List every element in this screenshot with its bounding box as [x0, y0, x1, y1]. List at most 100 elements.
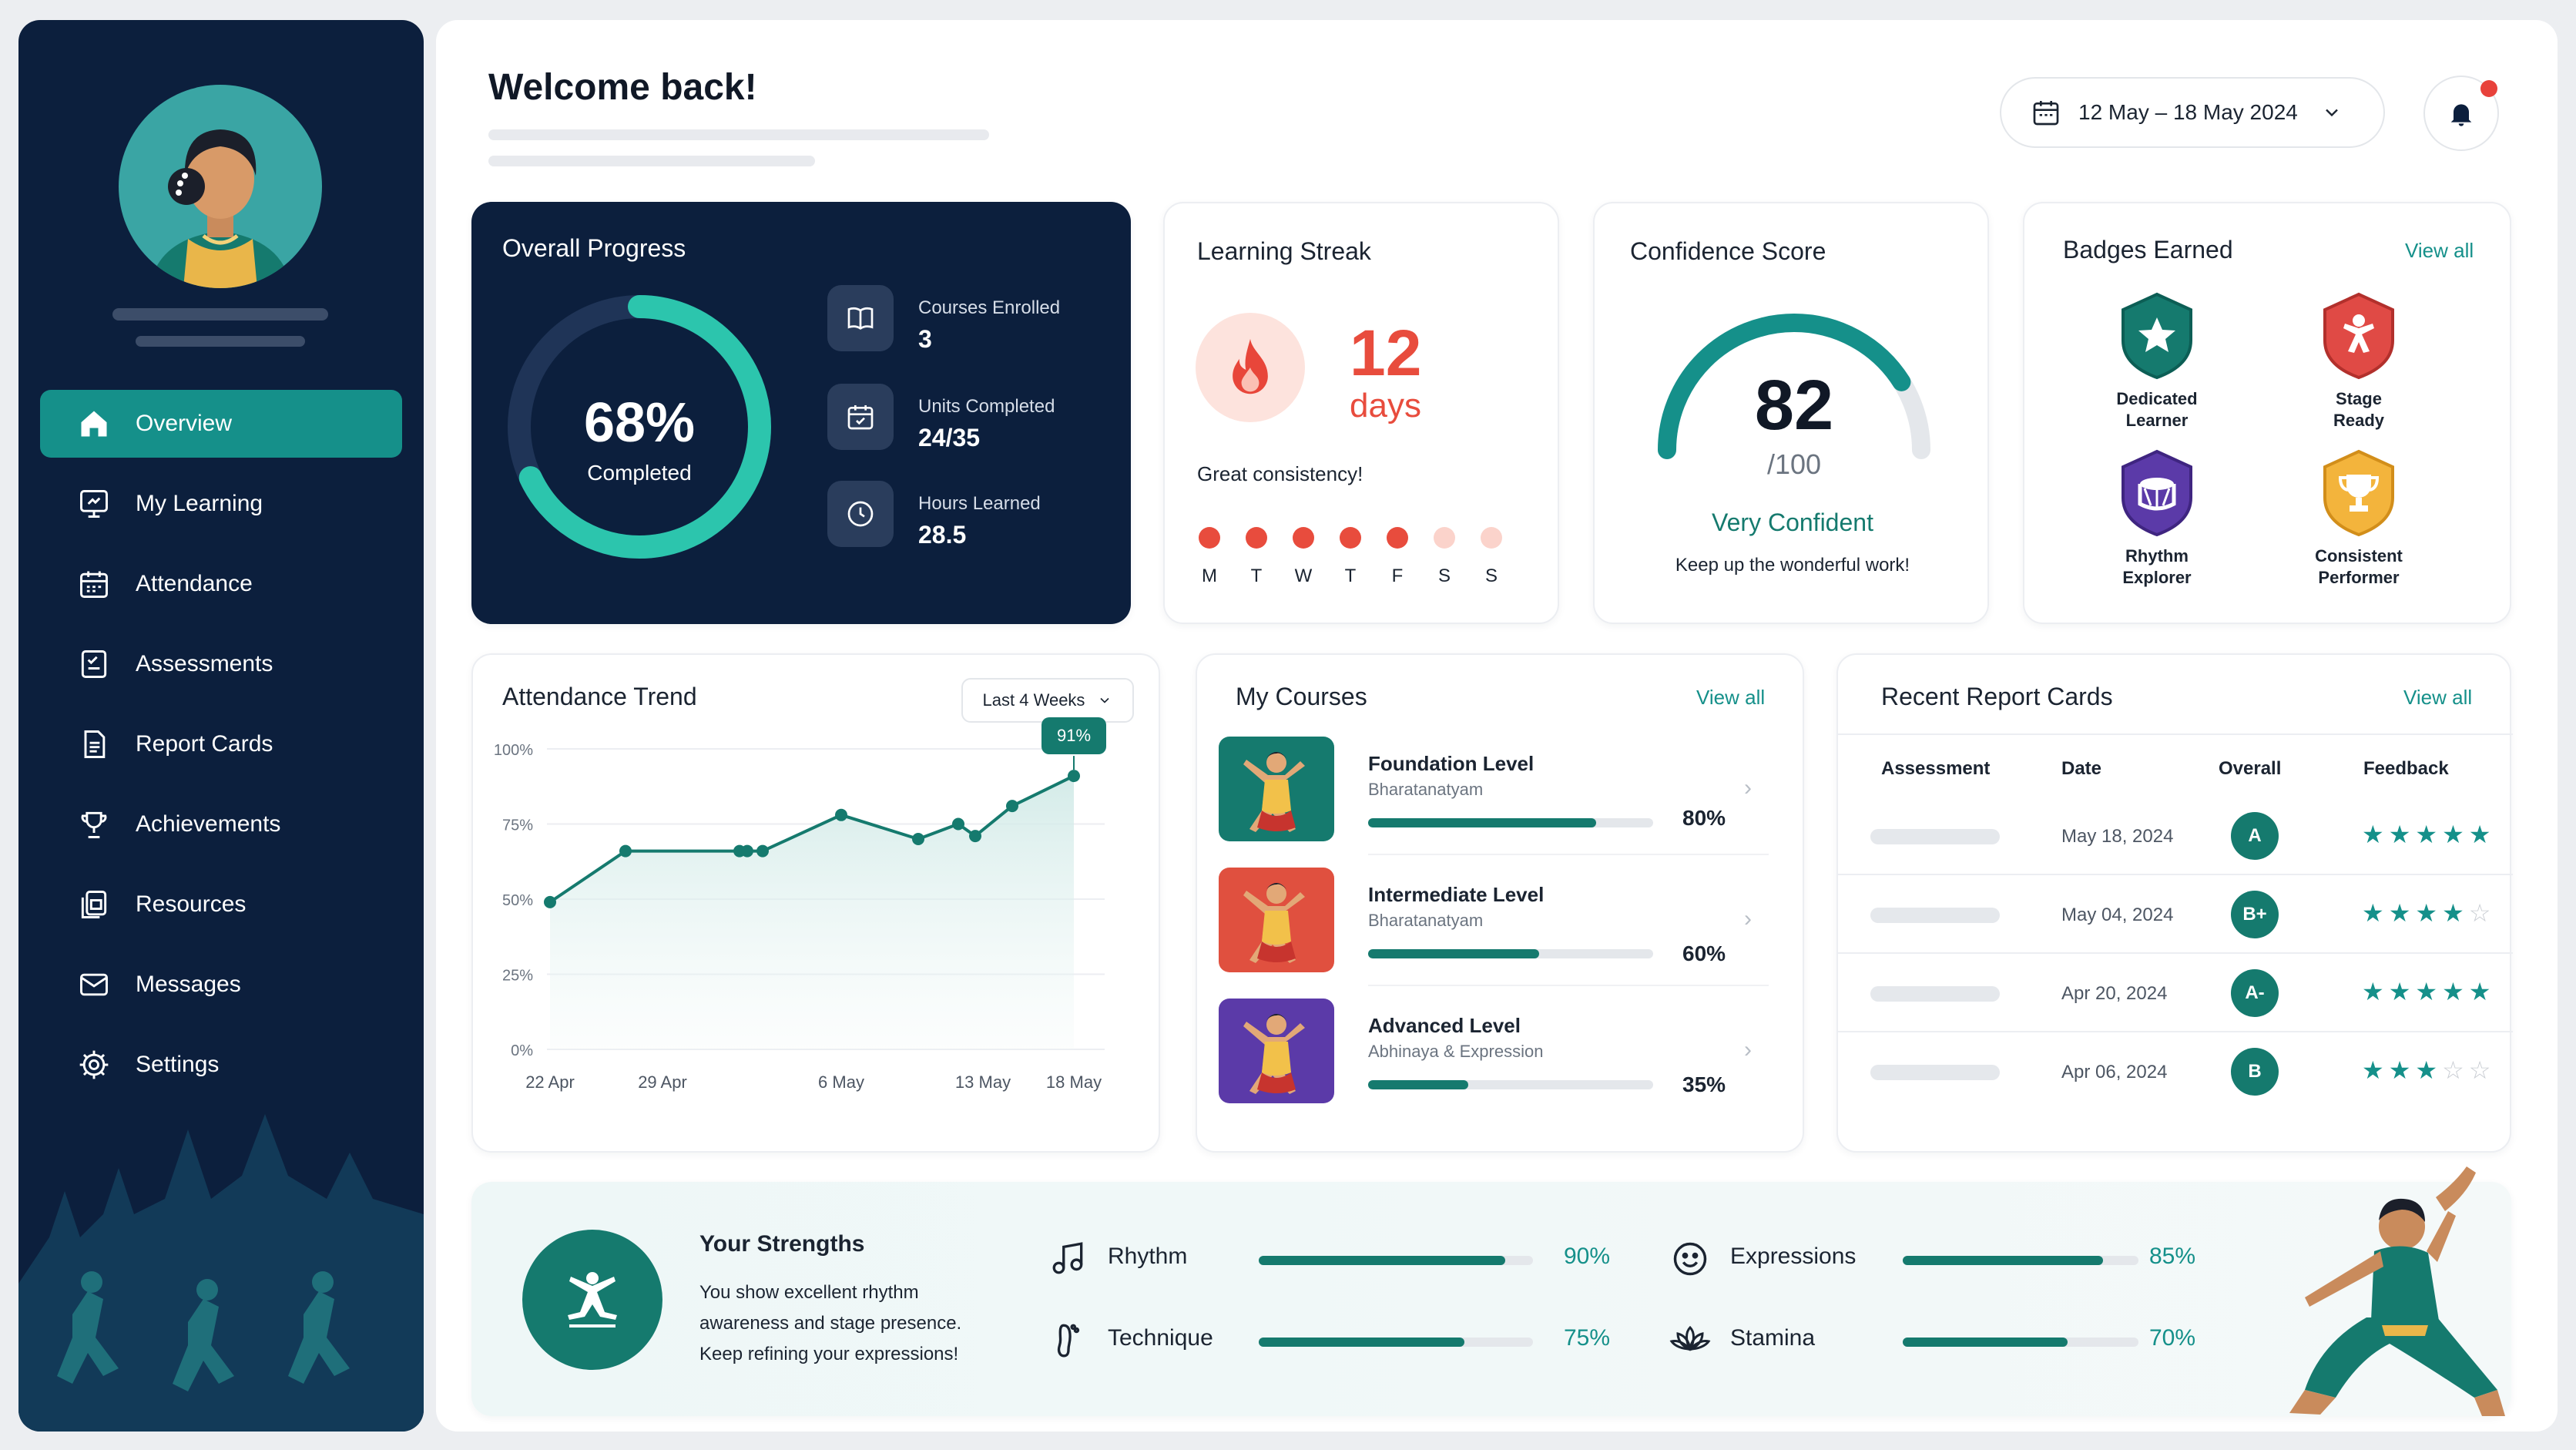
star-icon: ☆ [2468, 899, 2496, 927]
badge-label-line: Performer [2318, 568, 2400, 587]
nav-messages[interactable]: Messages [40, 951, 402, 1019]
nav-settings[interactable]: Settings [40, 1031, 402, 1099]
card-title: Attendance Trend [502, 683, 697, 710]
trophy-icon [81, 811, 107, 838]
course-percent: 60% [1682, 941, 1726, 965]
badge-label-line: Explorer [2122, 568, 2192, 587]
strength-bar-fill [1903, 1338, 2068, 1347]
table-row[interactable]: May 04, 2024 B+ ★★★★☆ [1838, 874, 2513, 952]
badge-label: Consistent Performer [2282, 545, 2436, 589]
stat-icon-box [827, 384, 894, 450]
card-title: My Courses [1236, 683, 1367, 710]
assessment-placeholder [1870, 829, 2000, 844]
notifications-button[interactable] [2423, 76, 2499, 151]
course-progress-fill [1368, 949, 1539, 958]
stat-icon-box [827, 481, 894, 547]
strength-bar [1259, 1256, 1533, 1265]
card-title: Learning Streak [1197, 237, 1371, 265]
view-all-courses-link[interactable]: View all [1696, 686, 1766, 709]
strength-percent: 70% [2149, 1325, 2196, 1351]
chevron-right-icon[interactable]: › [1744, 775, 1752, 801]
nav-overview[interactable]: Overview [40, 390, 402, 458]
star-icon: ★ [2362, 1056, 2389, 1084]
badge-label-line: Consistent [2315, 546, 2403, 566]
course-item[interactable]: Advanced Level Abhinaya & Expression 35% › [1197, 999, 1806, 1114]
summary-line: You show excellent rhythm [699, 1282, 919, 1303]
music-note-icon [1052, 1242, 1083, 1274]
streak-day-dot [1434, 527, 1455, 549]
report-date: Apr 06, 2024 [2061, 1062, 2168, 1082]
nav-label: Assessments [136, 651, 273, 676]
card-title: Badges Earned [2063, 236, 2233, 263]
table-row[interactable]: Apr 20, 2024 A- ★★★★★ [1838, 952, 2513, 1031]
badge-stage-ready-icon[interactable] [2320, 291, 2397, 381]
nav-label: Report Cards [136, 731, 273, 757]
confidence-message: Keep up the wonderful work! [1675, 555, 1910, 576]
star-icon: ★ [2362, 978, 2389, 1005]
badge-consistent-performer-icon[interactable] [2320, 448, 2397, 538]
lotus-icon [1669, 1325, 1711, 1351]
card-title: Recent Report Cards [1881, 683, 2113, 710]
badge-label-line: Dedicated [2116, 389, 2198, 408]
strength-name: Rhythm [1108, 1244, 1188, 1269]
grade-badge: B [2231, 1048, 2279, 1096]
star-icon: ★ [2388, 899, 2416, 927]
nav-report-cards[interactable]: Report Cards [40, 710, 402, 778]
chevron-right-icon[interactable]: › [1744, 1037, 1752, 1062]
badge-rhythm-explorer-icon[interactable] [2118, 448, 2195, 538]
table-row[interactable]: Apr 06, 2024 B ★★★☆☆ [1838, 1031, 2513, 1109]
star-icon: ☆ [2442, 1056, 2469, 1084]
data-point [952, 817, 964, 831]
view-all-reports-link[interactable]: View all [2403, 686, 2473, 709]
star-icon: ★ [2442, 899, 2469, 927]
nav-resources[interactable]: Resources [40, 871, 402, 938]
star-icon: ★ [2468, 821, 2496, 848]
nav-assessments[interactable]: Assessments [40, 630, 402, 698]
badge-label-line: Rhythm [2125, 546, 2189, 566]
x-tick-label: 29 Apr [638, 1072, 687, 1092]
summary-line: Keep refining your expressions! [699, 1344, 959, 1364]
course-item[interactable]: Foundation Level Bharatanatyam 80% › [1197, 737, 1806, 852]
nav-label: Resources [136, 891, 247, 917]
summary-line: awareness and stage presence. [699, 1313, 962, 1334]
streak-day-label: W [1294, 566, 1313, 586]
y-tick-label: 50% [502, 892, 533, 909]
column-header: Assessment [1881, 758, 1991, 779]
view-all-badges-link[interactable]: View all [2405, 239, 2474, 262]
nav-achievements[interactable]: Achievements [40, 790, 402, 858]
avatar[interactable] [119, 85, 322, 288]
table-row[interactable]: May 18, 2024 A ★★★★★ [1838, 795, 2513, 874]
nav-my-learning[interactable]: My Learning [40, 470, 402, 538]
strength-name: Expressions [1730, 1244, 1857, 1269]
smile-icon [1673, 1242, 1707, 1276]
column-header: Date [2061, 758, 2102, 779]
home-icon [81, 411, 107, 437]
my-courses-card: My Courses View all Foundation Level Bhar… [1196, 653, 1804, 1153]
nav-attendance[interactable]: Attendance [40, 550, 402, 618]
streak-day-dot [1481, 527, 1502, 549]
course-item[interactable]: Intermediate Level Bharatanatyam 60% › [1197, 868, 1806, 983]
chevron-right-icon[interactable]: › [1744, 906, 1752, 931]
course-percent: 35% [1682, 1072, 1726, 1096]
course-title: Advanced Level [1368, 1014, 1521, 1037]
progress-sub: Completed [587, 461, 692, 485]
attendance-chart: 100% 75% 50% 25% 0% 22 Apr 29 Apr 6 May 13 May 18… [494, 742, 1105, 1092]
calendar-icon [2033, 101, 2059, 126]
range-select-label: Last 4 Weeks [982, 690, 1085, 710]
y-tick-label: 75% [502, 817, 533, 834]
course-progress-fill [1368, 1080, 1468, 1089]
strength-name: Technique [1108, 1325, 1213, 1351]
star-icon: ★ [2388, 1056, 2416, 1084]
badge-label: Dedicated Learner [2080, 388, 2234, 431]
assessment-placeholder [1870, 908, 2000, 923]
badge-dedicated-learner-icon[interactable] [2118, 291, 2195, 381]
stat-icon-box [827, 285, 894, 351]
star-icon: ★ [2362, 821, 2389, 848]
streak-day-label: F [1391, 566, 1404, 586]
y-tick-label: 100% [494, 742, 533, 759]
nav-label: My Learning [136, 491, 263, 516]
badge-label-line: Ready [2333, 411, 2385, 430]
data-point [835, 808, 847, 821]
star-icon: ★ [2362, 899, 2389, 927]
date-range-picker[interactable]: 12 May – 18 May 2024 [2000, 77, 2385, 148]
